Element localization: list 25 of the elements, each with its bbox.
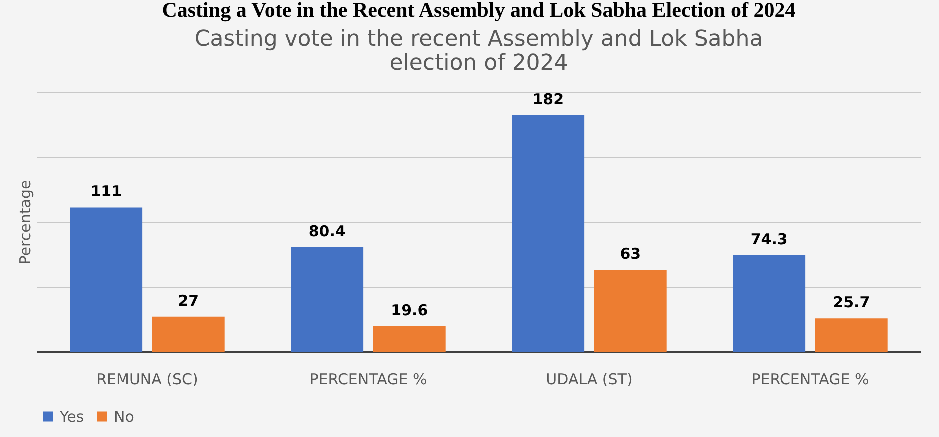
bar <box>594 270 667 352</box>
x-tick-label: UDALA (ST) <box>546 370 633 388</box>
bar <box>373 326 446 352</box>
data-label: 27 <box>178 292 200 310</box>
legend-label: Yes <box>59 408 84 426</box>
data-label: 74.3 <box>750 230 788 248</box>
bar <box>291 247 364 352</box>
legend-label: No <box>114 408 134 426</box>
x-tick-label: PERCENTAGE % <box>752 370 870 388</box>
data-label: 25.7 <box>833 294 870 312</box>
chart-subtitle: Casting vote in the recent Assembly and Lok Sabha election of 2024 <box>194 27 764 76</box>
x-tick-label: REMUNA (SC) <box>96 370 198 388</box>
bar <box>70 208 143 352</box>
bar <box>512 115 585 352</box>
data-label: 63 <box>620 245 642 264</box>
bar <box>815 318 888 352</box>
bar <box>152 316 225 352</box>
data-label: 19.6 <box>391 302 428 320</box>
data-label: 182 <box>532 90 564 108</box>
data-label: 80.4 <box>308 222 346 240</box>
x-tick-label: PERCENTAGE % <box>310 370 428 388</box>
y-axis-title: Percentage <box>16 180 34 265</box>
data-label: 111 <box>90 182 122 201</box>
bar <box>733 255 806 352</box>
chart-title: Casting a Vote in the Recent Assembly and Lok Sabha Election of 2024 <box>162 0 796 22</box>
